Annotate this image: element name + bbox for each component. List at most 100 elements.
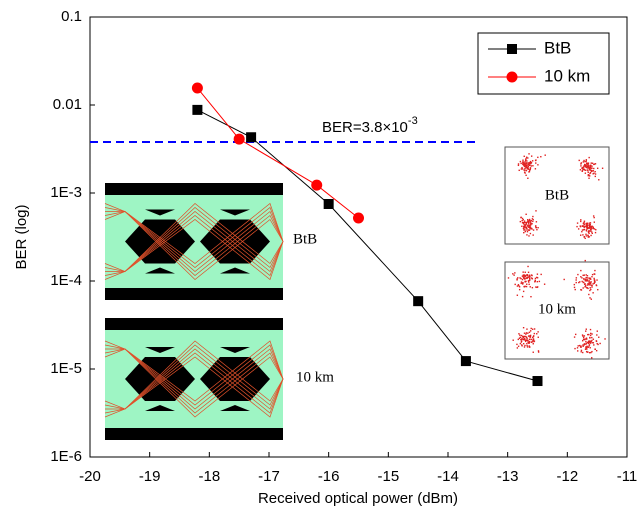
constellation-point xyxy=(538,351,539,352)
constellation-point xyxy=(585,280,586,281)
constellation-point xyxy=(591,351,592,352)
constellation-point xyxy=(523,286,524,287)
constellation-point xyxy=(595,232,596,233)
constellation-point xyxy=(593,215,594,216)
marker xyxy=(311,180,322,191)
constellation-point xyxy=(535,227,536,228)
threshold-sup: -3 xyxy=(408,115,418,127)
constellation-point xyxy=(522,279,523,280)
x-tick-label: -19 xyxy=(139,468,161,485)
constellation-point xyxy=(580,163,581,164)
constellation-point xyxy=(574,287,575,288)
constellation-point xyxy=(587,351,588,352)
constellation-point xyxy=(590,281,591,282)
constellation-point xyxy=(524,164,525,165)
constellation-point xyxy=(589,278,590,279)
constellation-point xyxy=(579,160,580,161)
constellation-point xyxy=(529,229,530,230)
constellation-point xyxy=(584,343,585,344)
constellation-point xyxy=(581,231,582,232)
constellation-point xyxy=(528,277,529,278)
constellation-point xyxy=(594,279,595,280)
constellation-point xyxy=(523,226,524,227)
constellation-point xyxy=(520,343,521,344)
constellation-point xyxy=(593,339,594,340)
constellation-point xyxy=(588,347,589,348)
constellation-point xyxy=(589,352,590,353)
constellation-point xyxy=(512,273,513,274)
constellation-point xyxy=(523,219,524,220)
constellation-point xyxy=(590,335,591,336)
constellation-point xyxy=(525,336,526,337)
constellation-point xyxy=(581,351,582,352)
constellation-point xyxy=(587,163,588,164)
constellation-point xyxy=(532,160,533,161)
constellation-point xyxy=(582,334,583,335)
constellation-point xyxy=(593,173,594,174)
constellation-point xyxy=(528,235,529,236)
marker xyxy=(324,199,334,209)
constellation-point xyxy=(580,219,581,220)
constellation-point xyxy=(590,165,591,166)
constellation-point xyxy=(529,339,530,340)
constellation-point xyxy=(578,282,579,283)
constellation-point xyxy=(531,155,532,156)
constellation-point xyxy=(587,277,588,278)
threshold-text: BER=3.8×10 xyxy=(322,119,408,136)
constellation-point xyxy=(592,274,593,275)
constellation-point xyxy=(598,337,599,338)
constellation-point xyxy=(535,168,536,169)
constellation-point xyxy=(604,338,605,339)
constellation-point xyxy=(528,166,529,167)
constellation-point xyxy=(593,217,594,218)
constellation-point xyxy=(583,161,584,162)
constellation-point xyxy=(529,332,530,333)
constellation-point xyxy=(529,337,530,338)
constellation-point xyxy=(582,352,583,353)
constellation-point xyxy=(545,154,546,155)
constellation-point xyxy=(589,337,590,338)
constellation-point xyxy=(590,342,591,343)
constellation-point xyxy=(521,341,522,342)
constellation-point xyxy=(537,281,538,282)
constellation-point xyxy=(598,179,599,180)
constellation-point xyxy=(518,285,519,286)
constellation-point xyxy=(595,173,596,174)
constellation-point xyxy=(528,281,529,282)
constellation-point xyxy=(602,168,603,169)
constellation-point xyxy=(519,289,520,290)
constellation-point xyxy=(516,279,517,280)
constellation-point xyxy=(585,238,586,239)
constellation-point xyxy=(529,164,530,165)
y-axis-label: BER (log) xyxy=(13,204,30,269)
constellation-point xyxy=(533,343,534,344)
legend-label: 10 km xyxy=(544,66,590,85)
constellation-point xyxy=(580,235,581,236)
constellation-point xyxy=(574,336,575,337)
constellation-point xyxy=(586,160,587,161)
constellation-point xyxy=(591,298,592,299)
constellation-point xyxy=(532,221,533,222)
constellation-point xyxy=(514,284,515,285)
constellation-point xyxy=(531,339,532,340)
x-tick-label: -17 xyxy=(258,468,280,485)
constellation-point xyxy=(529,169,530,170)
constellation-point xyxy=(588,281,589,282)
constellation-point xyxy=(591,162,592,163)
constellation-point xyxy=(579,345,580,346)
constellation-point xyxy=(517,295,518,296)
constellation-point xyxy=(593,342,594,343)
constellation-point xyxy=(530,223,531,224)
constellation-point xyxy=(590,229,591,230)
constellation-point xyxy=(586,167,587,168)
constellation-point xyxy=(584,274,585,275)
constellation-point xyxy=(537,277,538,278)
constellation-point xyxy=(597,289,598,290)
constellation-point xyxy=(582,229,583,230)
constellation-point xyxy=(526,328,527,329)
constellation-point xyxy=(583,222,584,223)
constellation-point xyxy=(527,231,528,232)
legend-marker xyxy=(507,72,518,83)
constellation-point xyxy=(544,284,545,285)
constellation-point xyxy=(525,272,526,273)
